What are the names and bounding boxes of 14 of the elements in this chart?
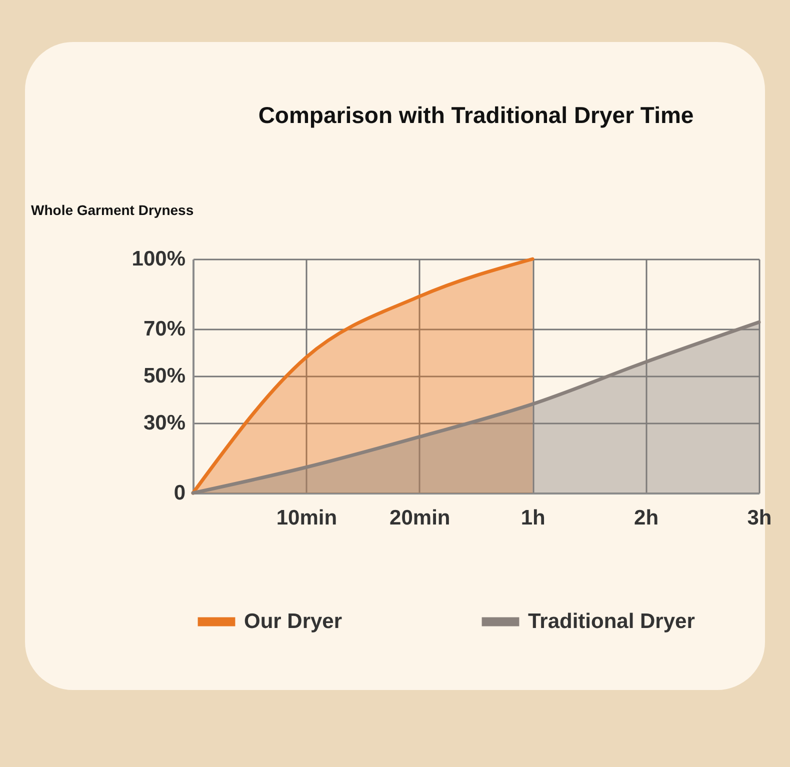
y-axis-title: Whole Garment Dryness <box>31 202 194 218</box>
x-tick-label: 10min <box>276 506 338 530</box>
x-tick-label: 2h <box>634 506 659 530</box>
x-tick-label: 20min <box>390 506 450 530</box>
y-tick-label: 0 <box>174 482 186 504</box>
y-tick-label: 50% <box>143 364 186 388</box>
legend-label: Our Dryer <box>244 610 342 633</box>
y-tick-label: 70% <box>143 318 186 341</box>
chart-title: Comparison with Traditional Dryer Time <box>258 102 694 128</box>
y-tick-label: 100% <box>132 248 186 270</box>
x-tick-label: 1h <box>520 506 546 530</box>
x-tick-label: 3h <box>747 506 772 530</box>
legend-label: Traditional Dryer <box>528 610 695 633</box>
y-tick-label: 30% <box>143 411 186 434</box>
